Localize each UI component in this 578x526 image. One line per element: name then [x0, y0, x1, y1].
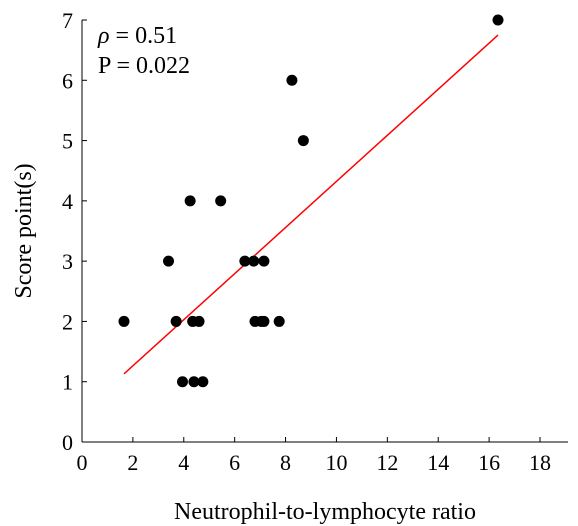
x-tick-label: 10	[325, 450, 347, 475]
rho-symbol: ρ	[97, 23, 110, 49]
data-point	[197, 376, 209, 388]
x-ticks: 0 2 4 6 8 10 12 14 16 18	[77, 437, 551, 475]
y-tick-label: 0	[62, 430, 73, 455]
x-axis-title: Neutrophil-to-lymphocyte ratio	[174, 499, 476, 525]
data-point	[118, 315, 130, 327]
x-tick-label: 6	[229, 450, 240, 475]
data-point	[258, 315, 270, 327]
data-point	[163, 255, 175, 267]
x-tick-label: 0	[77, 450, 88, 475]
regression-line	[123, 34, 499, 375]
data-point	[170, 315, 182, 327]
y-tick-label: 3	[62, 249, 73, 274]
data-point	[492, 14, 504, 26]
data-point	[239, 255, 251, 267]
data-point	[273, 315, 285, 327]
y-tick-label: 2	[62, 309, 73, 334]
y-tick-label: 7	[62, 8, 73, 33]
x-tick-label: 14	[427, 450, 449, 475]
y-ticks: 0 1 2 3 4 5 6 7	[62, 8, 87, 455]
data-point	[193, 315, 205, 327]
data-point	[188, 376, 200, 388]
y-tick-label: 1	[62, 370, 73, 395]
x-tick-label: 2	[127, 450, 138, 475]
data-point	[258, 255, 270, 267]
x-tick-label: 8	[280, 450, 291, 475]
x-tick-label: 18	[529, 450, 551, 475]
p-value-annotation: P = 0.022	[98, 53, 190, 79]
y-tick-label: 6	[62, 68, 73, 93]
data-point	[184, 195, 196, 207]
y-axis-title: Score point(s)	[11, 163, 37, 298]
data-point	[215, 195, 227, 207]
rho-value: = 0.51	[110, 23, 178, 49]
data-point	[297, 135, 309, 147]
axes	[81, 20, 568, 443]
x-tick-label: 4	[178, 450, 189, 475]
y-tick-label: 4	[62, 189, 73, 214]
data-points	[118, 14, 504, 388]
x-tick-label: 12	[376, 450, 398, 475]
rho-annotation: ρ = 0.51	[97, 23, 177, 49]
x-tick-label: 16	[478, 450, 500, 475]
data-point	[177, 376, 189, 388]
y-tick-label: 5	[62, 129, 73, 154]
data-point	[286, 74, 298, 86]
data-point	[248, 255, 260, 267]
